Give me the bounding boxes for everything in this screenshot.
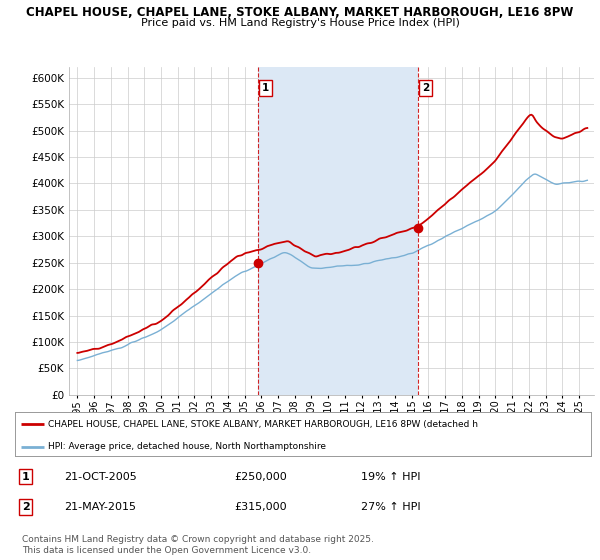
Text: 2: 2 xyxy=(422,83,429,93)
Text: Price paid vs. HM Land Registry's House Price Index (HPI): Price paid vs. HM Land Registry's House … xyxy=(140,18,460,28)
Text: 1: 1 xyxy=(22,472,29,482)
Text: CHAPEL HOUSE, CHAPEL LANE, STOKE ALBANY, MARKET HARBOROUGH, LE16 8PW: CHAPEL HOUSE, CHAPEL LANE, STOKE ALBANY,… xyxy=(26,6,574,18)
Text: £250,000: £250,000 xyxy=(234,472,287,482)
Text: 21-MAY-2015: 21-MAY-2015 xyxy=(64,502,136,512)
Text: 21-OCT-2005: 21-OCT-2005 xyxy=(64,472,137,482)
Text: Contains HM Land Registry data © Crown copyright and database right 2025.
This d: Contains HM Land Registry data © Crown c… xyxy=(22,535,374,555)
Bar xyxy=(258,67,418,395)
Text: £315,000: £315,000 xyxy=(234,502,287,512)
Text: 2: 2 xyxy=(22,502,29,512)
Text: HPI: Average price, detached house, North Northamptonshire: HPI: Average price, detached house, Nort… xyxy=(49,442,326,451)
Text: 19% ↑ HPI: 19% ↑ HPI xyxy=(361,472,420,482)
Text: CHAPEL HOUSE, CHAPEL LANE, STOKE ALBANY, MARKET HARBOROUGH, LE16 8PW (detached h: CHAPEL HOUSE, CHAPEL LANE, STOKE ALBANY,… xyxy=(49,419,478,428)
Text: 27% ↑ HPI: 27% ↑ HPI xyxy=(361,502,420,512)
Text: 1: 1 xyxy=(262,83,269,93)
